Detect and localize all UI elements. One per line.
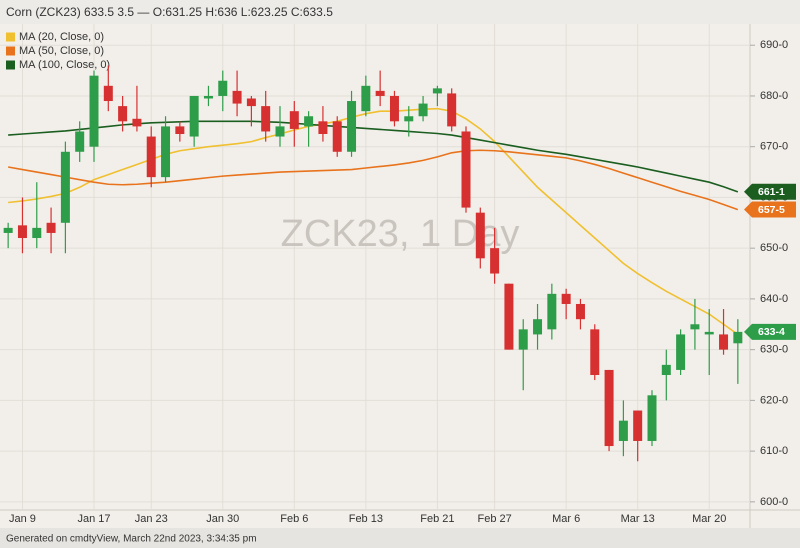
y-tick-label: 610-0 xyxy=(760,445,788,457)
x-tick-label: Feb 27 xyxy=(477,513,511,525)
footer-text: Generated on cmdtyView, March 22nd 2023,… xyxy=(6,534,257,545)
y-tick-label: 600-0 xyxy=(760,496,788,508)
candle-body xyxy=(203,95,213,99)
candle-body xyxy=(661,364,671,376)
y-tick-label: 640-0 xyxy=(760,293,788,305)
price-tag xyxy=(744,183,796,200)
candle-body xyxy=(304,116,314,127)
candle-body xyxy=(504,283,514,350)
x-tick-label: Jan 23 xyxy=(135,513,168,525)
candle-body xyxy=(289,111,299,129)
candle-body xyxy=(533,319,543,335)
candle-body xyxy=(418,103,428,117)
legend-swatch xyxy=(6,32,15,42)
candle-body xyxy=(318,121,328,135)
y-tick-label: 620-0 xyxy=(760,394,788,406)
legend-label: MA (20, Close, 0) xyxy=(19,31,104,43)
candle-body xyxy=(60,151,70,223)
candle-body xyxy=(604,369,614,447)
candle-body xyxy=(132,118,142,127)
candle-body xyxy=(189,95,199,137)
candle-body xyxy=(561,293,571,304)
candle-body xyxy=(719,334,729,350)
candle-body xyxy=(332,121,342,152)
y-tick-label: 680-0 xyxy=(760,90,788,102)
price-tag xyxy=(744,323,796,340)
ma-line xyxy=(8,107,739,336)
price-tag-label: 661-1 xyxy=(758,186,785,198)
legend-swatch xyxy=(6,60,15,70)
candle-body xyxy=(175,126,185,135)
candle-body xyxy=(518,329,528,350)
price-tag xyxy=(744,201,796,218)
candle-body xyxy=(89,75,99,147)
candle-body xyxy=(447,93,457,127)
candle-body xyxy=(547,293,557,330)
candle-body xyxy=(676,334,686,370)
x-tick-label: Jan 30 xyxy=(206,513,239,525)
x-tick-label: Mar 6 xyxy=(552,513,580,525)
candle-body xyxy=(389,95,399,122)
x-tick-label: Mar 20 xyxy=(692,513,726,525)
x-tick-label: Feb 21 xyxy=(420,513,454,525)
candle-body xyxy=(461,131,471,208)
candle-body xyxy=(575,303,585,320)
header-bar xyxy=(0,0,800,24)
y-tick-label: 650-0 xyxy=(760,242,788,254)
candle-body xyxy=(633,410,643,441)
ma-line xyxy=(8,120,739,193)
y-tick-label: 690-0 xyxy=(760,39,788,51)
candle-body xyxy=(218,80,228,96)
candle-body xyxy=(590,329,600,376)
candle-body xyxy=(361,85,371,112)
candle-body xyxy=(103,85,113,102)
candle-body xyxy=(275,126,285,137)
y-tick-label: 670-0 xyxy=(760,141,788,153)
candle-body xyxy=(733,331,743,344)
candle-body xyxy=(704,331,714,335)
y-tick-label: 630-0 xyxy=(760,344,788,356)
x-tick-label: Feb 13 xyxy=(349,513,383,525)
candle-body xyxy=(618,420,628,441)
candle-body xyxy=(404,116,414,122)
x-tick-label: Mar 13 xyxy=(621,513,655,525)
candle-body xyxy=(490,248,500,274)
grid xyxy=(0,24,750,510)
candle-body xyxy=(261,106,271,132)
legend-label: MA (100, Close, 0) xyxy=(19,59,110,71)
legend-swatch xyxy=(6,46,15,56)
candle-body xyxy=(232,90,242,104)
candle-body xyxy=(75,131,85,152)
ma-line xyxy=(8,149,739,211)
footer-bar xyxy=(0,528,800,548)
candle-body xyxy=(647,395,657,441)
chart-title: Corn (ZCK23) 633.5 3.5 — O:631.25 H:636 … xyxy=(6,5,333,19)
candle-body xyxy=(375,90,385,96)
candle-body xyxy=(161,126,171,178)
candle-body xyxy=(32,227,42,239)
candle-body xyxy=(432,88,442,94)
x-tick-label: Jan 9 xyxy=(9,513,36,525)
candle-body xyxy=(118,106,128,122)
candle-body xyxy=(46,222,56,233)
candle-body xyxy=(690,324,700,330)
candle-body xyxy=(246,98,256,107)
candle-body xyxy=(475,212,485,259)
candle-body xyxy=(17,225,27,239)
legend-label: MA (50, Close, 0) xyxy=(19,45,104,57)
price-tag-label: 657-5 xyxy=(758,204,785,216)
candle-body xyxy=(3,227,13,233)
candle-body xyxy=(347,101,357,152)
x-tick-label: Jan 17 xyxy=(77,513,110,525)
x-tick-label: Feb 6 xyxy=(280,513,308,525)
price-tag-label: 633-4 xyxy=(758,326,785,338)
candle-body xyxy=(146,136,156,178)
